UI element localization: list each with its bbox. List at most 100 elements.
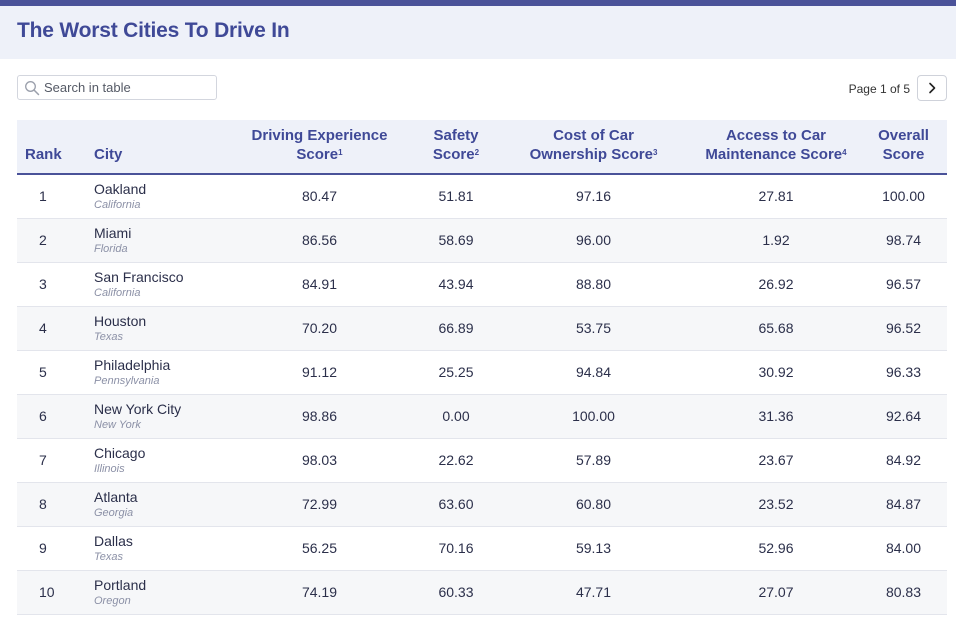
overall-score-cell: 98.74 — [885, 232, 922, 248]
table-row: 9 Dallas Texas 56.25 70.16 59.13 52.96 84.00 — [17, 526, 947, 570]
driving-score-cell: 80.47 — [301, 188, 338, 205]
city-name: Philadelphia — [94, 356, 171, 373]
city-cell: Houston Texas — [77, 306, 222, 350]
search-icon — [25, 81, 40, 96]
cost-score-cell: 57.89 — [575, 452, 612, 468]
city-name: Dallas — [94, 532, 133, 549]
city-cell: New York City New York — [77, 394, 222, 438]
next-page-button[interactable] — [917, 75, 947, 101]
city-cell: Philadelphia Pennsylvania — [77, 350, 222, 394]
cost-score-cell: 47.71 — [575, 584, 612, 600]
safety-score-cell: 58.69 — [438, 232, 474, 248]
city-cell: Portland Oregon — [77, 570, 222, 614]
safety-score-cell: 25.25 — [438, 364, 474, 380]
chevron-right-icon — [929, 82, 936, 94]
overall-score-cell: 92.64 — [885, 408, 922, 424]
overall-score-cell: 84.92 — [885, 452, 922, 468]
cost-score-cell: 53.75 — [575, 320, 612, 336]
rank-cell: 4 — [39, 320, 47, 336]
title-band — [0, 6, 956, 59]
search-input[interactable] — [44, 78, 212, 97]
table-row: 4 Houston Texas 70.20 66.89 53.75 65.68 96.52 — [17, 306, 947, 350]
city-name: Atlanta — [94, 488, 138, 505]
column-header-driving-experience[interactable]: Driving Experience Score1 — [222, 120, 417, 175]
cost-score-cell: 59.13 — [575, 540, 612, 556]
driving-score-cell: 84.91 — [301, 276, 338, 292]
access-score-cell: 23.52 — [758, 496, 794, 512]
column-header-overall[interactable]: Overall Score — [860, 120, 947, 175]
state-name: Texas — [94, 550, 123, 563]
city-cell: Atlanta Georgia — [77, 482, 222, 526]
rank-cell: 8 — [39, 496, 47, 512]
column-header-safety[interactable]: Safety Score2 — [417, 120, 495, 175]
rankings-table: Rank City Driving Experience Score1 Safet… — [17, 120, 947, 615]
safety-score-cell: 51.81 — [438, 188, 474, 205]
safety-score-cell: 43.94 — [438, 276, 474, 292]
column-header-maintenance-access[interactable]: Access to Car Maintenance Score4 — [692, 120, 860, 175]
city-cell: Chicago Illinois — [77, 438, 222, 482]
safety-score-cell: 70.16 — [438, 540, 474, 556]
state-name: Oregon — [94, 594, 131, 607]
access-score-cell: 26.92 — [758, 276, 794, 292]
city-cell: Miami Florida — [77, 218, 222, 262]
top-accent-bar — [0, 0, 956, 6]
state-name: Illinois — [94, 462, 125, 475]
rank-cell: 7 — [39, 452, 47, 468]
column-header-cost-of-ownership[interactable]: Cost of Car Ownership Score3 — [495, 120, 692, 175]
city-name: Oakland — [94, 180, 147, 197]
rank-cell: 1 — [39, 188, 47, 205]
access-score-cell: 23.67 — [758, 452, 794, 468]
rank-cell: 2 — [39, 232, 47, 248]
table-row: 2 Miami Florida 86.56 58.69 96.00 1.92 98.74 — [17, 218, 947, 262]
safety-score-cell: 0.00 — [442, 408, 470, 424]
driving-score-cell: 98.86 — [301, 408, 338, 424]
driving-score-cell: 74.19 — [301, 584, 338, 600]
table-row: 6 New York City New York 98.86 0.00 100.00 31.… — [17, 394, 947, 438]
access-score-cell: 30.92 — [758, 364, 794, 380]
safety-score-cell: 66.89 — [438, 320, 474, 336]
driving-score-cell: 72.99 — [301, 496, 338, 512]
driving-score-cell: 86.56 — [301, 232, 338, 248]
cost-score-cell: 94.84 — [575, 364, 612, 380]
search-box[interactable] — [17, 75, 217, 100]
access-score-cell: 65.68 — [758, 320, 794, 336]
state-name: Pennsylvania — [94, 374, 160, 387]
overall-score-cell: 84.00 — [885, 540, 922, 556]
table-row: 1 Oakland California 80.47 51.81 97.16 27.81 10… — [17, 174, 947, 218]
rank-cell: 10 — [39, 584, 55, 600]
overall-score-cell: 96.52 — [885, 320, 922, 336]
city-name: San Francisco — [94, 268, 184, 285]
state-name: California — [94, 198, 141, 211]
city-name: Houston — [94, 312, 147, 329]
access-score-cell: 27.81 — [758, 188, 794, 205]
overall-score-cell: 96.57 — [885, 276, 922, 292]
city-cell: San Francisco California — [77, 262, 222, 306]
access-score-cell: 31.36 — [758, 408, 794, 424]
safety-score-cell: 63.60 — [438, 496, 474, 512]
column-header-city[interactable]: City — [77, 120, 222, 175]
cost-score-cell: 88.80 — [575, 276, 612, 292]
city-name: New York City — [94, 400, 182, 417]
overall-score-cell: 80.83 — [885, 584, 922, 600]
state-name: California — [94, 286, 141, 299]
city-name: Chicago — [94, 444, 146, 461]
rank-cell: 6 — [39, 408, 47, 424]
overall-score-cell: 100.00 — [882, 188, 925, 205]
rank-cell: 5 — [39, 364, 47, 380]
cost-score-cell: 96.00 — [575, 232, 612, 248]
table-header-row: Rank City Driving Experience Score1 Safet… — [17, 120, 947, 175]
city-cell: Oakland California — [77, 174, 222, 218]
table-row: 5 Philadelphia Pennsylvania 91.12 25.25 94.84… — [17, 350, 947, 394]
rank-cell: 3 — [39, 276, 47, 292]
table-row: 10 Portland Oregon 74.19 60.33 47.71 27.07 80.8… — [17, 570, 947, 614]
table-row: 3 San Francisco California 84.91 43.94 88.80 2… — [17, 262, 947, 306]
driving-score-cell: 56.25 — [301, 540, 338, 556]
column-header-rank[interactable]: Rank — [17, 120, 77, 175]
state-name: New York — [94, 418, 141, 431]
driving-score-cell: 70.20 — [301, 320, 338, 336]
overall-score-cell: 84.87 — [885, 496, 922, 512]
city-cell: Dallas Texas — [77, 526, 222, 570]
table-row: 8 Atlanta Georgia 72.99 63.60 60.80 23.52 84.87 — [17, 482, 947, 526]
safety-score-cell: 22.62 — [438, 452, 474, 468]
access-score-cell: 27.07 — [758, 584, 794, 600]
